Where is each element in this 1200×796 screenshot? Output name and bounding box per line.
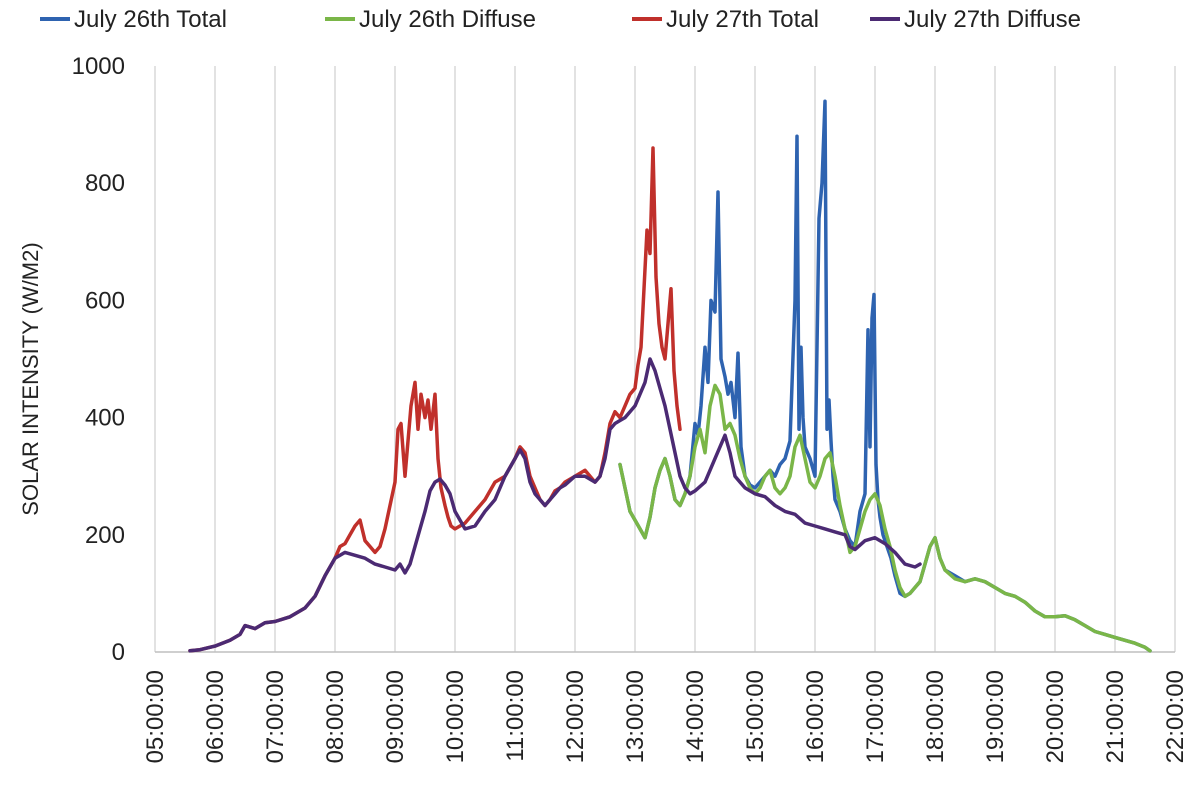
x-tick-label: 05:00:00 [142, 670, 169, 763]
x-tick-label: 21:00:00 [1102, 670, 1129, 763]
series-line-2 [618, 383, 1152, 653]
x-tick-label: 11:00:00 [502, 670, 529, 762]
x-tick-label: 18:00:00 [922, 670, 949, 763]
x-tick-label: 17:00:00 [862, 670, 889, 763]
x-tick-label: 14:00:00 [682, 670, 709, 763]
y-tick-label: 400 [85, 405, 125, 432]
y-tick-label: 200 [85, 522, 125, 549]
x-tick-label: 06:00:00 [202, 670, 229, 763]
legend-item: July 27th Diffuse [870, 6, 1081, 33]
y-tick-label: 600 [85, 287, 125, 314]
x-tick-label: 22:00:00 [1162, 670, 1189, 763]
legend-item: July 26th Diffuse [325, 6, 536, 33]
y-tick-label: 800 [85, 170, 125, 197]
series-line-3 [188, 146, 682, 653]
x-tick-label: 15:00:00 [742, 670, 769, 763]
legend-label: July 26th Total [74, 6, 227, 33]
x-tick-label: 07:00:00 [262, 670, 289, 763]
legend-label: July 27th Diffuse [904, 6, 1081, 33]
x-tick-label: 19:00:00 [982, 670, 1009, 763]
y-tick-label: 1000 [72, 53, 125, 80]
x-tick-label: 13:00:00 [622, 670, 649, 763]
x-tick-label: 16:00:00 [802, 670, 829, 763]
x-tick-label: 20:00:00 [1042, 670, 1069, 763]
legend-label: July 26th Diffuse [359, 6, 536, 33]
x-tick-label: 10:00:00 [442, 670, 469, 763]
chart-series [188, 99, 1152, 653]
x-tick-label: 09:00:00 [382, 670, 409, 763]
chart-grid [154, 66, 1176, 652]
chart-axes: 0 200 400 600 800 1000 05:00:00 06:00:00 07:00:0… [72, 53, 1189, 763]
y-tick-label: 0 [112, 639, 125, 666]
legend-item: July 27th Total [632, 6, 819, 33]
series-line-4 [188, 357, 922, 653]
x-tick-label: 12:00:00 [562, 670, 589, 763]
x-tick-label: 08:00:00 [322, 670, 349, 763]
legend-item: July 26th Total [40, 6, 227, 33]
y-axis-label: SOLAR INTENSITY (W/M2) [18, 242, 43, 515]
chart-legend: July 26th Total July 26th Diffuse July 27t… [40, 6, 1081, 33]
legend-label: July 27th Total [666, 6, 819, 33]
